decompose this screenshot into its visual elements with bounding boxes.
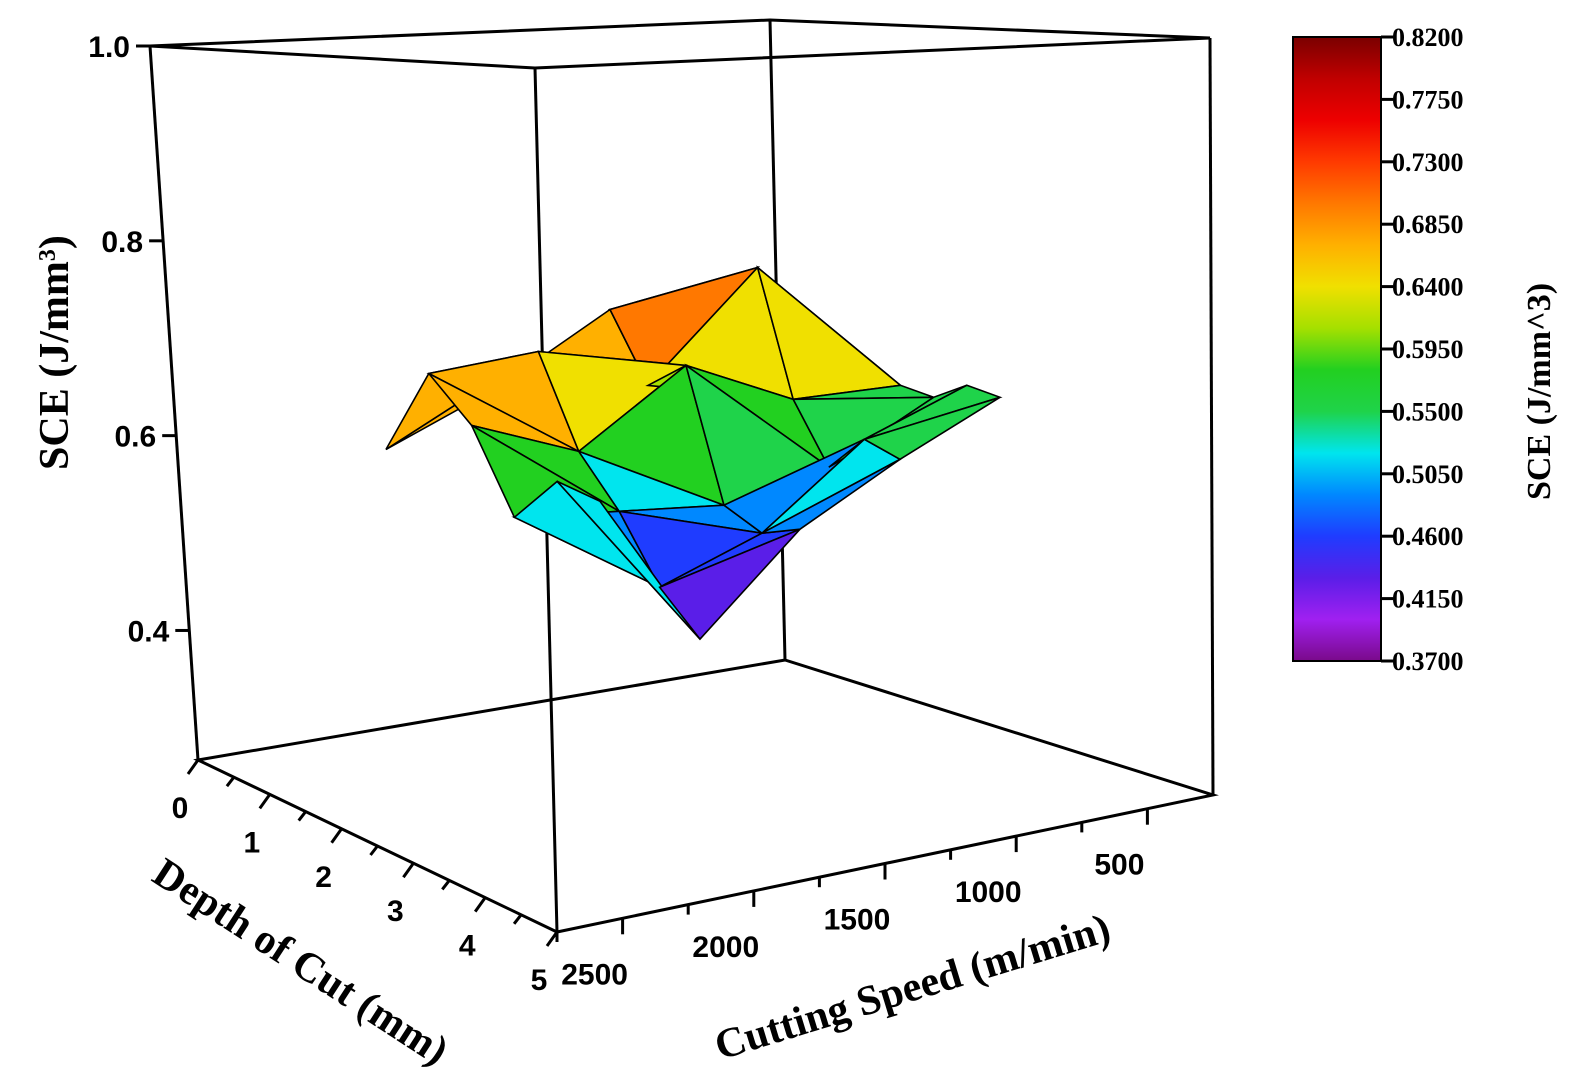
depth-tick-mark xyxy=(330,827,343,844)
colorbar-rect xyxy=(1292,36,1382,662)
colorbar-tick-label: 0.7300 xyxy=(1392,148,1464,177)
z-tick-label: 0.6 xyxy=(114,421,156,454)
depth-tick-mark xyxy=(545,931,559,947)
depth-axis: 0 1 2 3 4 5 xyxy=(172,759,559,997)
speed-tick-label: 2000 xyxy=(692,931,759,964)
z-tick-label: 0.8 xyxy=(101,226,143,259)
colorbar-tick-label: 0.5500 xyxy=(1392,397,1464,426)
colorbar-tick-label: 0.4600 xyxy=(1392,522,1464,551)
depth-tick-label: 3 xyxy=(387,895,404,928)
depth-tick-mark xyxy=(258,793,272,810)
depth-tick-mark xyxy=(186,759,200,775)
depth-minor-tick xyxy=(441,879,451,891)
surface-facet xyxy=(862,396,1001,461)
x-axis-label: Depth of Cut (mm) xyxy=(145,850,457,1075)
depth-minor-tick xyxy=(512,913,523,925)
colorbar: 0.8200 0.7750 0.7300 0.6850 0.6400 0.5950 0.55… xyxy=(1292,23,1558,676)
depth-tick-label: 1 xyxy=(243,826,260,859)
surface-plot xyxy=(385,265,1003,641)
z-axis: 0.4 0.6 0.8 1.0 xyxy=(88,31,190,648)
speed-tick-label: 500 xyxy=(1094,849,1144,882)
speed-tick-label: 1000 xyxy=(955,876,1022,909)
depth-tick-label: 5 xyxy=(531,964,548,997)
depth-minor-tick xyxy=(297,810,307,822)
z-tick-label: 0.4 xyxy=(128,615,170,648)
depth-minor-tick xyxy=(225,776,236,788)
colorbar-tick-label: 0.7750 xyxy=(1392,85,1464,114)
z-axis-label: SCE (J/mm3) xyxy=(32,235,78,470)
colorbar-tick-label: 0.5050 xyxy=(1392,460,1464,489)
colorbar-title: SCE (J/mm^3) xyxy=(1521,283,1558,500)
depth-tick-label: 0 xyxy=(172,792,189,825)
speed-tick-label: 1500 xyxy=(824,904,891,937)
depth-tick-label: 4 xyxy=(459,930,476,963)
depth-minor-tick xyxy=(369,845,379,856)
depth-tick-mark xyxy=(402,862,415,879)
surface-facet xyxy=(556,480,701,640)
speed-tick-label: 2500 xyxy=(561,958,628,991)
depth-tick-label: 2 xyxy=(315,861,332,894)
speed-axis: 500 1000 1500 2000 2500 xyxy=(555,808,1149,991)
y-axis-label: Cutting Speed (m/min) xyxy=(709,905,1115,1069)
surface-facet xyxy=(658,528,801,641)
colorbar-tick-label: 0.6850 xyxy=(1392,210,1464,239)
colorbar-tick-label: 0.5950 xyxy=(1392,335,1464,364)
z-tick-label: 1.0 xyxy=(88,31,130,64)
surface-facet xyxy=(761,458,901,534)
colorbar-tick-label: 0.6400 xyxy=(1392,273,1464,302)
colorbar-tick-label: 0.3700 xyxy=(1392,647,1464,676)
colorbar-tick-label: 0.4150 xyxy=(1392,585,1464,614)
depth-tick-mark xyxy=(473,896,487,913)
colorbar-ticks: 0.8200 0.7750 0.7300 0.6850 0.6400 0.5950 0.55… xyxy=(1381,23,1464,676)
colorbar-tick-label: 0.8200 xyxy=(1392,23,1464,52)
